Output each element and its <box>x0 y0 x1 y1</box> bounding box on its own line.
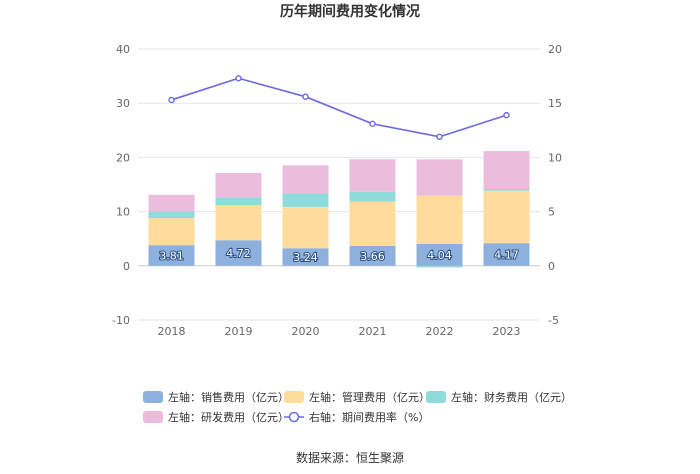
rate-point-2019 <box>235 75 242 82</box>
left-tick-label: 30 <box>116 97 130 110</box>
right-tick-label: 5 <box>548 206 555 219</box>
chart-title: 历年期间费用变化情况 <box>280 3 420 20</box>
rate-point-2022 <box>436 133 443 141</box>
x-tick-label: 2018 <box>158 325 186 338</box>
x-tick-label: 2022 <box>426 325 454 338</box>
rate-point-2020 <box>302 93 309 100</box>
left-tick-label: -10 <box>112 314 130 327</box>
data-label-2020: 3.24 <box>293 251 318 264</box>
bar-series-1-2021 <box>349 201 396 246</box>
legend-item-3[interactable]: 左轴：研发费用（亿元） <box>143 410 289 424</box>
rate-point-2023 <box>503 111 510 119</box>
expense-rate-line <box>168 75 510 141</box>
data-label-2021: 3.66 <box>360 250 385 263</box>
legend-swatch <box>284 391 304 403</box>
bar-series-0-2018 <box>148 245 195 266</box>
rate-line-path <box>171 77 507 138</box>
legend-item-1[interactable]: 左轴：管理费用（亿元） <box>284 390 430 404</box>
legend-label: 左轴：管理费用（亿元） <box>309 390 430 404</box>
grid-lines <box>138 48 540 321</box>
bar-series-2-2019 <box>215 197 262 205</box>
legend-swatch <box>426 391 446 403</box>
bar-series-3-2020 <box>282 165 329 194</box>
bar-series-0-2021 <box>349 245 396 266</box>
data-label-2019: 4.72 <box>226 247 251 260</box>
data-label-2022: 4.04 <box>427 249 452 262</box>
bar-series-3-2019 <box>215 173 262 198</box>
legend-swatch <box>143 411 163 423</box>
x-axis-ticks: 2018 2019 2020 2021 2022 2023 <box>158 325 521 338</box>
left-axis-ticks: -10 0 10 20 30 40 <box>112 43 130 327</box>
rate-point-2021 <box>369 120 376 127</box>
left-tick-label: 20 <box>116 151 130 164</box>
bar-series-2-2021 <box>349 191 396 202</box>
data-labels: 3.81 4.72 3.24 3.66 4.04 4.17 <box>158 246 520 265</box>
x-tick-label: 2023 <box>493 325 521 338</box>
bar-series-0-2020 <box>282 248 329 266</box>
bar-series-1-2020 <box>282 207 329 249</box>
right-tick-label: 0 <box>548 260 555 273</box>
bars <box>148 151 530 268</box>
bar-series-2-2023 <box>483 188 530 191</box>
legend-label: 右轴：期间费用率（%） <box>309 410 429 424</box>
rate-point-2018 <box>168 96 175 104</box>
legend-label: 左轴：研发费用（亿元） <box>168 410 289 424</box>
bar-series-3-2023 <box>483 151 530 189</box>
bar-series-1-2023 <box>483 190 530 244</box>
data-label-2023: 4.17 <box>494 248 519 261</box>
legend-item-0[interactable]: 左轴：销售费用（亿元） <box>143 390 289 404</box>
right-tick-label: -5 <box>548 314 559 327</box>
right-tick-label: 20 <box>548 43 562 56</box>
left-tick-label: 10 <box>116 206 130 219</box>
bar-series-3-2022 <box>416 159 463 196</box>
left-tick-label: 0 <box>123 260 130 273</box>
bar-series-2-2022 <box>416 265 463 268</box>
legend-circle-swatch <box>288 411 300 423</box>
data-source: 数据来源：恒生聚源 <box>296 450 404 465</box>
bar-series-1-2022 <box>416 195 463 244</box>
legend[interactable]: 左轴：销售费用（亿元） 左轴：管理费用（亿元） 左轴：财务费用（亿元） 左轴：研发费用… <box>143 390 572 424</box>
bar-series-1-2018 <box>148 218 195 246</box>
bar-series-2-2020 <box>282 193 329 208</box>
bar-series-3-2021 <box>349 159 396 192</box>
bar-series-0-2022 <box>416 243 463 266</box>
right-tick-label: 10 <box>548 151 562 164</box>
bar-series-3-2018 <box>148 194 195 212</box>
bar-series-2-2018 <box>148 211 195 219</box>
data-label-2018: 3.81 <box>159 249 184 262</box>
legend-item-4[interactable]: 右轴：期间费用率（%） <box>284 410 429 424</box>
legend-item-2[interactable]: 左轴：财务费用（亿元） <box>426 390 572 404</box>
x-tick-label: 2019 <box>225 325 253 338</box>
legend-label: 左轴：财务费用（亿元） <box>451 390 572 404</box>
x-tick-label: 2020 <box>292 325 320 338</box>
left-tick-label: 40 <box>116 43 130 56</box>
right-tick-label: 15 <box>548 97 562 110</box>
legend-label: 左轴：销售费用（亿元） <box>168 390 289 404</box>
bar-series-0-2023 <box>483 243 530 266</box>
bar-series-1-2019 <box>215 204 262 241</box>
bar-series-0-2019 <box>215 240 262 266</box>
legend-swatch <box>143 391 163 403</box>
right-axis-ticks: -5 0 5 10 15 20 <box>548 43 562 327</box>
x-tick-label: 2021 <box>359 325 387 338</box>
